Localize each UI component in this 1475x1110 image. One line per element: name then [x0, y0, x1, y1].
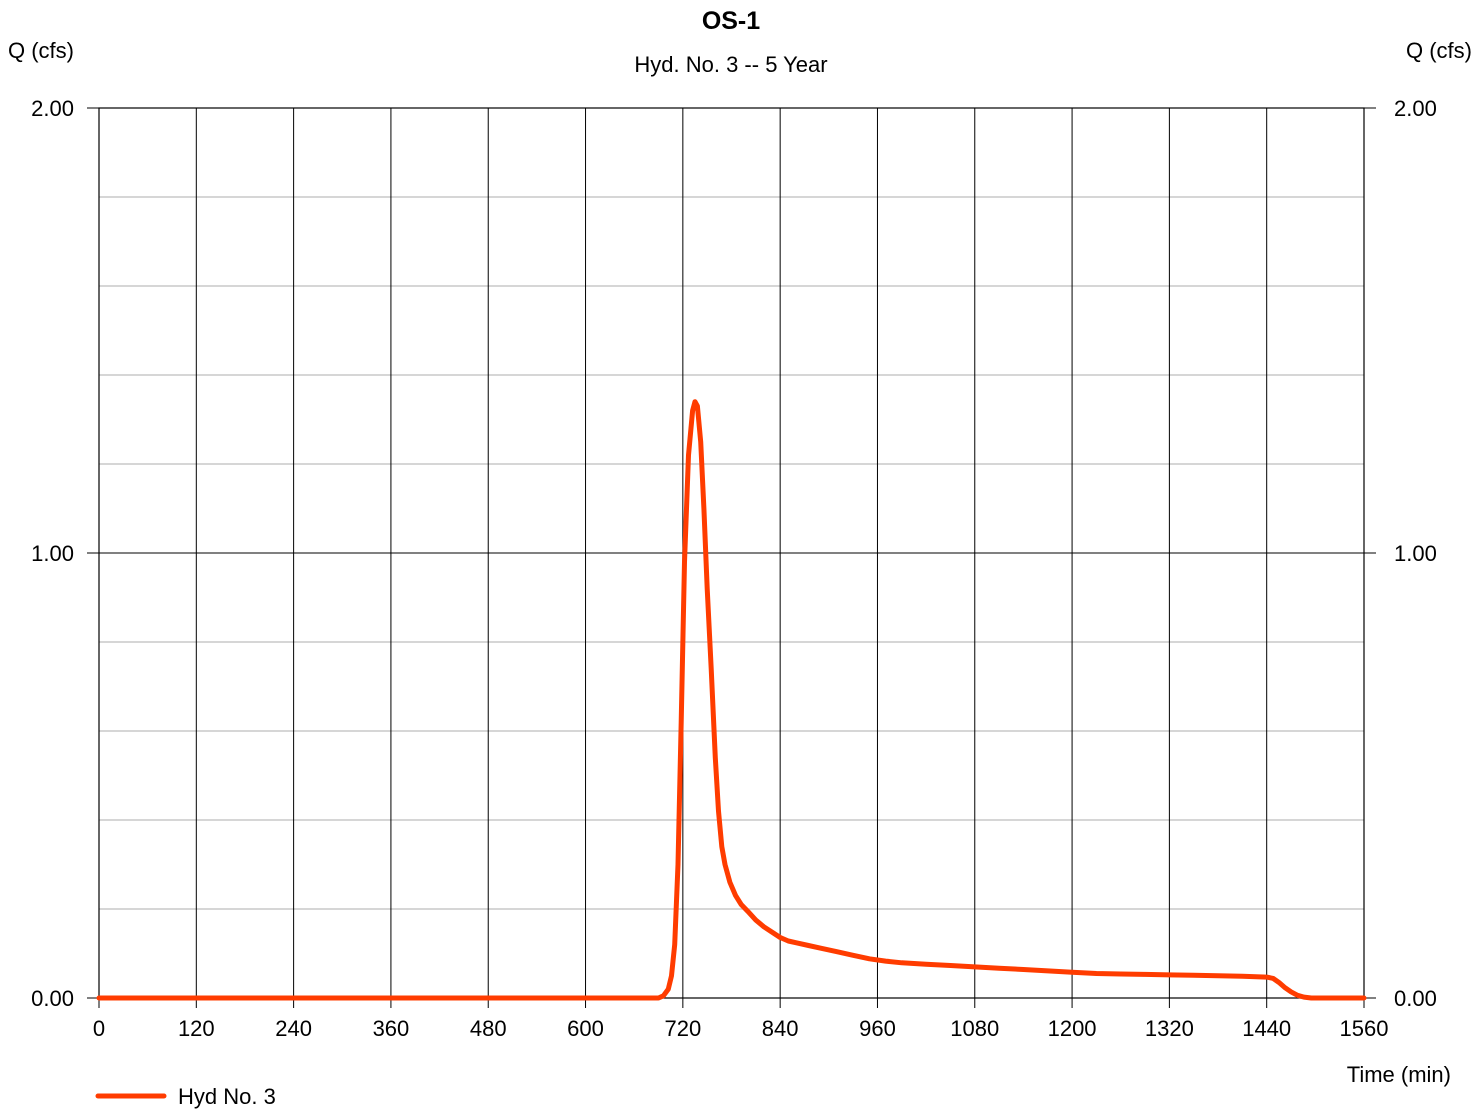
y-axis-left-ticks: 0.00 1.00 2.00 — [31, 96, 99, 1011]
y-tick-label-left: 2.00 — [31, 96, 74, 121]
y-axis-right-label: Q (cfs) — [1406, 38, 1472, 63]
x-axis-ticks: 0 120 240 360 480 600 720 840 960 1080 1200 1320 144… — [93, 998, 1389, 1041]
x-tick-label: 1200 — [1048, 1016, 1097, 1041]
x-tick-label: 240 — [275, 1016, 312, 1041]
x-tick-label: 720 — [664, 1016, 701, 1041]
x-tick-label: 480 — [470, 1016, 507, 1041]
y-axis-left-label: Q (cfs) — [8, 38, 74, 63]
chart-title: OS-1 — [702, 7, 760, 35]
y-tick-label-right: 0.00 — [1394, 986, 1437, 1011]
x-tick-label: 120 — [178, 1016, 215, 1041]
x-tick-label: 1080 — [950, 1016, 999, 1041]
chart-subtitle: Hyd. No. 3 -- 5 Year — [634, 52, 827, 77]
x-tick-label: 1560 — [1340, 1016, 1389, 1041]
x-tick-label: 960 — [859, 1016, 896, 1041]
x-tick-label: 1440 — [1242, 1016, 1291, 1041]
y-axis-right-ticks: 0.00 1.00 2.00 — [1364, 96, 1437, 1011]
legend-label-hyd-no-3: Hyd No. 3 — [178, 1084, 276, 1109]
series-layer — [96, 399, 1367, 1001]
y-tick-label-left: 0.00 — [31, 986, 74, 1011]
x-tick-label: 360 — [373, 1016, 410, 1041]
x-tick-label: 840 — [762, 1016, 799, 1041]
x-tick-label: 600 — [567, 1016, 604, 1041]
x-tick-label: 0 — [93, 1016, 105, 1041]
major-gridlines — [98, 107, 1365, 999]
y-tick-label-right: 2.00 — [1394, 96, 1437, 121]
y-tick-label-left: 1.00 — [31, 541, 74, 566]
series-line-hyd-no-3 — [96, 399, 1367, 1001]
minor-gridlines — [99, 196, 1364, 910]
x-tick-label: 1320 — [1145, 1016, 1194, 1041]
y-tick-label-right: 1.00 — [1394, 541, 1437, 566]
legend: Hyd No. 3 — [95, 1084, 276, 1109]
x-axis-label: Time (min) — [1347, 1062, 1451, 1087]
